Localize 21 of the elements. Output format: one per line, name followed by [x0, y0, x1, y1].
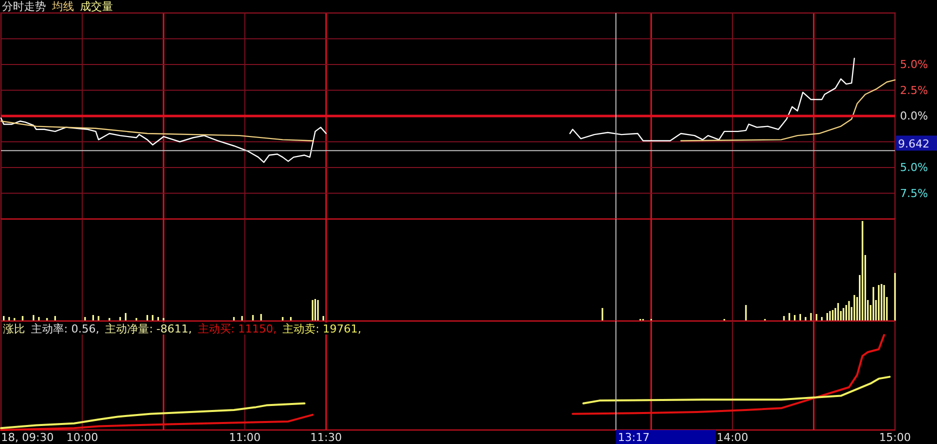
- y-tick-label: 2.5%: [900, 84, 928, 97]
- x-tick-label: 14:00: [716, 431, 748, 444]
- x-tick-label: 10:00: [66, 431, 98, 444]
- ref-line-label: 13:17: [618, 431, 650, 444]
- y-tick-label: 0.0%: [900, 110, 928, 122]
- text: 9.642: [898, 138, 930, 151]
- annotation: 主动率: 0.56,: [31, 322, 100, 336]
- annotation: 涨比: [3, 322, 25, 336]
- y-tick-label: 5.0%: [900, 161, 928, 174]
- x-tick-label: 11:30: [310, 431, 342, 444]
- text: 成交量: [80, 0, 113, 13]
- y-tick-label: 5.0%: [900, 58, 928, 71]
- chart-title: 分时走势: [2, 0, 46, 13]
- text: 均线: [51, 0, 74, 13]
- x-tick-label: 11:00: [228, 431, 261, 444]
- y-tick-label: 7.5%: [900, 186, 928, 200]
- x-tick-label: 18, 09:30: [1, 431, 54, 444]
- x-tick-label: 15:00: [879, 431, 911, 444]
- annotation: 主动净量: -8611,: [105, 322, 192, 336]
- text: 主动买: 11150,: [198, 322, 277, 336]
- text: 主动卖: 19761,: [282, 322, 362, 336]
